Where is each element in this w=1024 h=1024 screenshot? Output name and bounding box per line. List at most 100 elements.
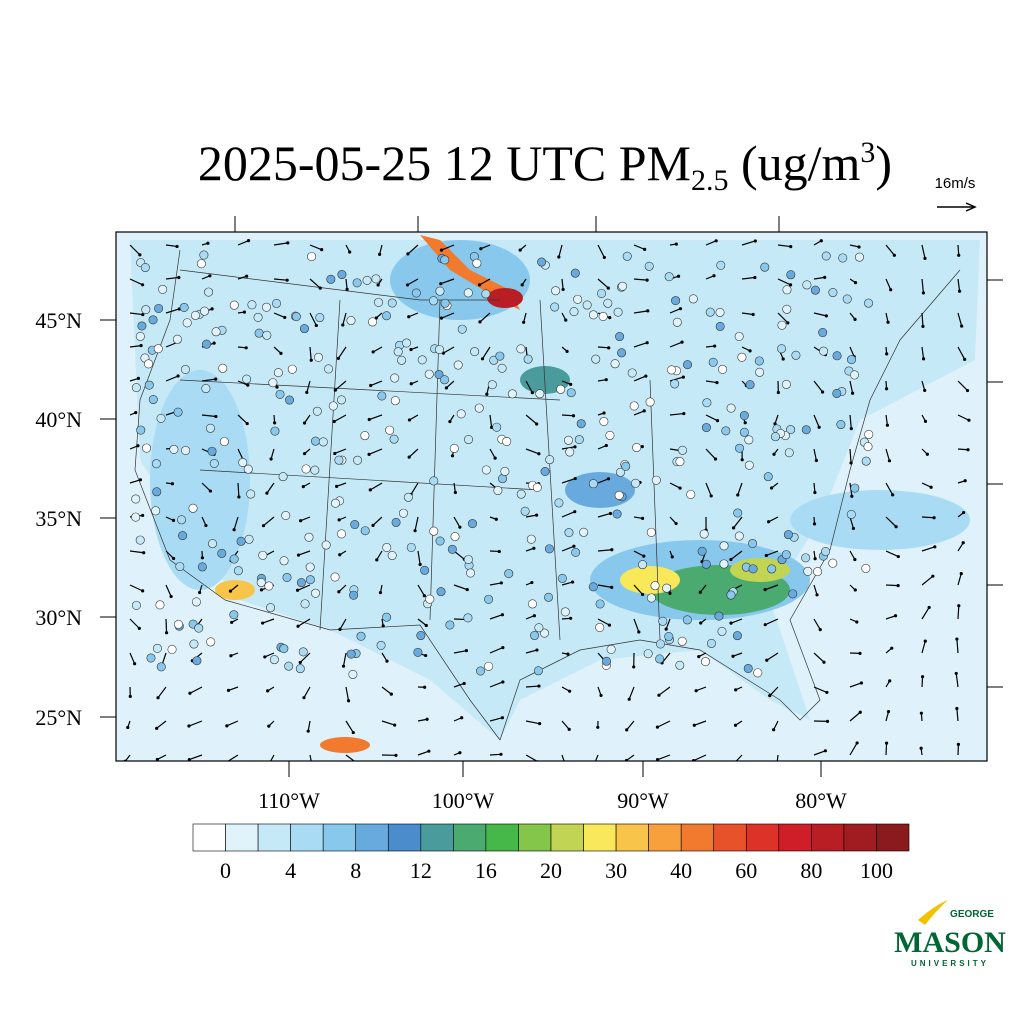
wind-vector xyxy=(129,278,143,286)
wind-vector-head xyxy=(139,343,143,348)
observation-site xyxy=(177,515,187,525)
observation-site xyxy=(429,296,439,306)
observation-site xyxy=(472,258,482,268)
wind-vector-head xyxy=(851,526,856,531)
wind-vector-head xyxy=(920,675,925,679)
wind-vector-head xyxy=(572,544,576,548)
wind-vector-head xyxy=(141,513,145,518)
wind-vector xyxy=(489,647,504,654)
wind-vector-head xyxy=(298,519,303,523)
observation-site xyxy=(173,407,183,417)
wind-vector-head xyxy=(925,452,929,456)
wind-vector xyxy=(233,516,239,530)
wind-vector xyxy=(885,244,895,256)
wind-vector-head xyxy=(371,350,375,354)
wind-vector xyxy=(957,380,968,391)
observation-site xyxy=(715,321,725,331)
observation-site xyxy=(313,352,323,362)
wind-vector-head xyxy=(923,388,927,393)
wind-vector-head xyxy=(208,274,212,278)
wind-vector-head xyxy=(929,485,933,489)
wind-vector-head xyxy=(960,324,964,328)
wind-vector xyxy=(345,720,354,733)
observation-site xyxy=(484,661,494,671)
wind-vector-head xyxy=(237,495,241,499)
observation-site xyxy=(457,324,467,334)
wind-vector-head xyxy=(670,555,674,559)
wind-vector xyxy=(157,754,167,760)
observation-site xyxy=(556,384,566,394)
observation-site xyxy=(301,464,311,474)
wind-vector-head xyxy=(497,549,501,554)
observation-site xyxy=(748,538,758,548)
observation-site xyxy=(182,318,192,328)
wind-vector-head xyxy=(608,316,612,320)
observation-site xyxy=(784,448,794,458)
wind-vector-head xyxy=(187,724,191,728)
observation-site xyxy=(311,436,321,446)
wind-vector-head xyxy=(664,627,668,631)
observation-site xyxy=(533,666,543,676)
wind-vector-head xyxy=(674,521,678,526)
wind-vector xyxy=(270,754,275,761)
wind-vector xyxy=(597,549,612,552)
map-ticks xyxy=(100,216,1003,777)
wind-vector-head xyxy=(813,557,817,561)
wind-vector xyxy=(735,754,743,761)
observation-site xyxy=(429,526,439,536)
observation-site xyxy=(489,355,499,365)
observation-site xyxy=(650,581,660,591)
wind-vector-head xyxy=(499,581,503,585)
observation-site xyxy=(196,259,206,269)
observation-site xyxy=(734,531,744,541)
wind-vector xyxy=(561,720,570,730)
wind-vector-head xyxy=(606,477,611,481)
observation-site xyxy=(350,520,360,530)
wind-vector-head xyxy=(409,347,413,352)
observation-site xyxy=(721,426,731,436)
wind-vector-head xyxy=(596,725,600,729)
wind-vector-head xyxy=(198,590,202,595)
wind-vector-head xyxy=(169,594,173,599)
wind-vector-head xyxy=(230,620,234,624)
wind-vector xyxy=(189,754,203,761)
wind-vector-head xyxy=(764,553,768,558)
observation-site xyxy=(474,403,484,413)
wind-vector-head xyxy=(573,510,577,514)
wind-vector xyxy=(489,681,504,688)
observation-site xyxy=(450,532,460,542)
wind-vector-head xyxy=(464,649,469,653)
wind-vector-head xyxy=(269,457,273,461)
observation-site xyxy=(243,464,253,474)
observation-site xyxy=(612,509,622,519)
wind-vector-head xyxy=(439,248,444,252)
wind-vector-head xyxy=(318,286,322,290)
observation-site xyxy=(173,619,183,629)
wind-vector xyxy=(813,380,824,393)
color-box xyxy=(518,823,552,852)
title-sub: 2.5 xyxy=(691,164,729,197)
observation-site xyxy=(376,640,386,650)
wind-vector-head xyxy=(817,425,821,429)
wind-vector xyxy=(921,346,925,359)
observation-site xyxy=(447,544,457,554)
wind-vector-head xyxy=(886,320,890,324)
wind-vector-head xyxy=(678,307,683,311)
observation-site xyxy=(574,435,584,445)
wind-vector xyxy=(561,414,574,417)
wind-vector-head xyxy=(657,693,661,697)
wind-vector xyxy=(440,278,455,285)
wind-vector-head xyxy=(627,697,631,701)
wind-vector-head xyxy=(283,315,287,320)
wind-vector xyxy=(417,750,430,756)
observation-site xyxy=(818,328,828,338)
observation-site xyxy=(801,425,811,435)
color-box xyxy=(550,823,584,852)
lat-label: 45°N xyxy=(35,308,82,333)
wind-vector-head xyxy=(530,580,534,585)
observation-site xyxy=(603,298,613,308)
wind-vector-head xyxy=(261,621,265,625)
observation-site xyxy=(434,369,444,379)
